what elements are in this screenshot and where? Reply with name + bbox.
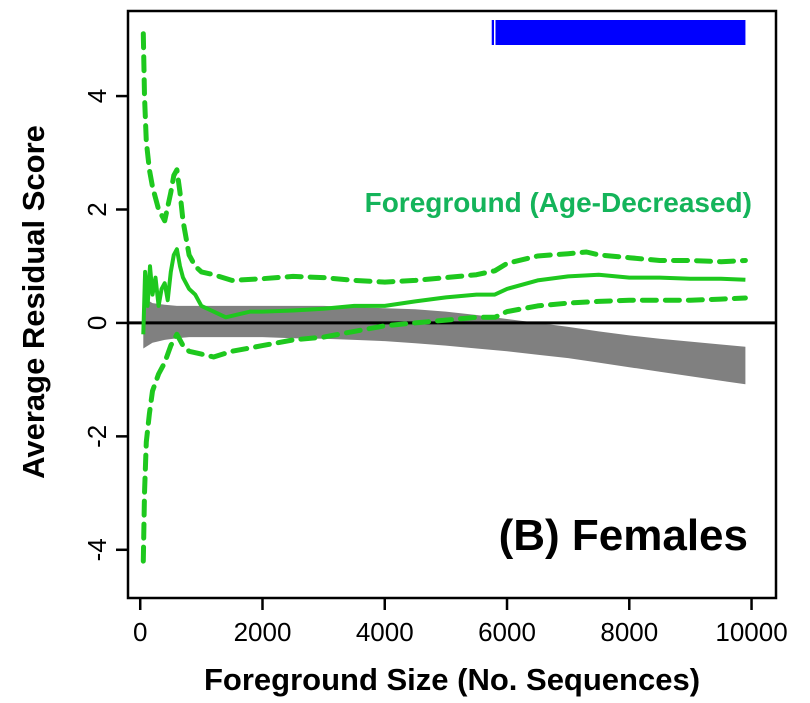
y-tick-label: 4 <box>82 89 112 103</box>
y-tick-label: 0 <box>82 316 112 330</box>
series-lower-line <box>140 295 748 564</box>
series-annotation: Foreground (Age-Decreased) <box>365 187 752 218</box>
x-tick-label: 8000 <box>600 617 658 647</box>
series-upper-line <box>140 31 748 285</box>
plot-frame <box>126 9 778 600</box>
x-axis-title: Foreground Size (No. Sequences) <box>204 662 700 697</box>
x-tick-label: 2000 <box>234 617 292 647</box>
y-tick-label: -4 <box>82 538 112 561</box>
panel-label: (B) Females <box>499 511 748 560</box>
x-tick-label: 0 <box>133 617 147 647</box>
background-band <box>143 297 746 385</box>
y-axis-title: Average Residual Score <box>16 125 51 479</box>
y-tick-label: 2 <box>82 202 112 216</box>
y-tick-label: -2 <box>82 425 112 448</box>
x-axis: 0 2000 4000 6000 8000 10000 <box>133 598 788 647</box>
x-tick-label: 4000 <box>356 617 414 647</box>
x-tick-label: 6000 <box>478 617 536 647</box>
y-axis: -4 -2 0 2 4 <box>82 89 128 561</box>
x-tick-label: 10000 <box>715 617 787 647</box>
series-mean-line <box>141 247 746 335</box>
significance-bar <box>491 20 746 45</box>
